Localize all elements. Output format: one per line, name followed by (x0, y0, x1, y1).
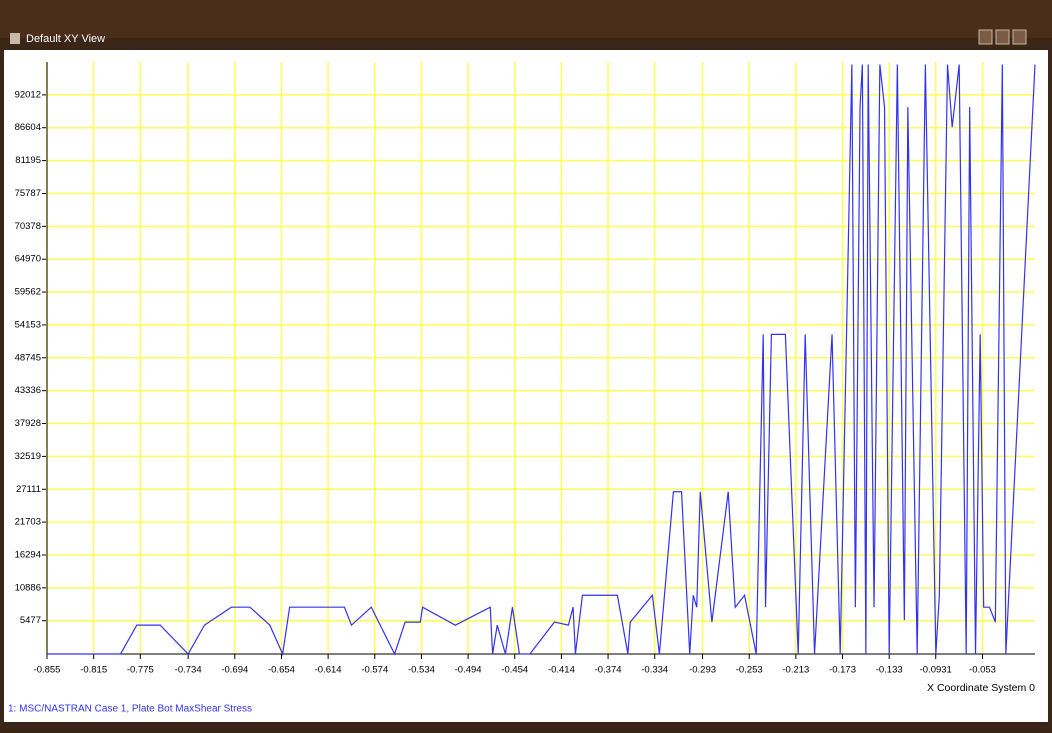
x-tick-label: -0.133 (876, 665, 903, 676)
maximize-button[interactable] (995, 29, 1010, 45)
y-tick-label: 54153 (15, 319, 41, 330)
window-title: Default XY View (26, 33, 105, 45)
x-axis-label: X Coordinate System 0 (927, 682, 1035, 694)
data-line (47, 64, 1036, 657)
x-tick-label: -0.253 (736, 665, 763, 676)
x-tick-label: -0.614 (315, 665, 342, 676)
y-tick-label: 48745 (15, 352, 41, 363)
y-tick-label: 43336 (15, 385, 41, 396)
y-tick-label: 5477 (20, 615, 41, 626)
x-tick-label: -0.213 (782, 665, 809, 676)
y-tick-label: 59562 (15, 287, 41, 298)
legend-entry: 1: MSC/NASTRAN Case 1, Plate Bot MaxShea… (8, 704, 252, 715)
y-tick-label: 70378 (15, 221, 41, 232)
y-tick-label: 64970 (15, 254, 41, 265)
close-button[interactable] (1012, 29, 1027, 45)
x-tick-label: -0.775 (127, 665, 154, 676)
x-tick-label: -0.574 (361, 665, 388, 676)
plot: 5477 10886 16294 21703 27111 32519 37928 43336 4… (8, 62, 1036, 715)
window-icon (10, 33, 20, 44)
y-tick-label: 92012 (15, 89, 41, 100)
y-tick-label: 10886 (15, 582, 41, 593)
x-tick-label: -0.694 (221, 665, 248, 676)
y-tick-label: 32519 (15, 451, 41, 462)
x-tick-label: -0.053 (969, 665, 996, 676)
view-area (4, 50, 1048, 722)
y-tick-label: 81195 (15, 155, 41, 166)
x-tick-label: -0.293 (689, 665, 716, 676)
x-tick-label: -0.454 (501, 665, 528, 676)
y-tick-label: 37928 (15, 418, 41, 429)
y-tick-label: 86604 (15, 122, 41, 133)
y-tick-label: 27111 (16, 484, 41, 495)
x-tick-label: -0.334 (641, 665, 668, 676)
x-tick-label: -0.815 (80, 665, 107, 676)
x-tick-label: -0.534 (408, 665, 435, 676)
title-bar[interactable] (0, 0, 1052, 38)
x-tick-label: -0.0931 (920, 665, 952, 676)
x-tick-label: -0.494 (455, 665, 482, 676)
x-tick-label: -0.173 (829, 665, 856, 676)
y-tick-label: 75787 (15, 188, 41, 199)
minimize-button[interactable] (978, 29, 993, 45)
x-tick-label: -0.414 (548, 665, 575, 676)
x-tick-label: -0.374 (595, 665, 622, 676)
x-tick-label: -0.654 (268, 665, 295, 676)
y-tick-label: 21703 (15, 517, 41, 528)
x-tick-label: -0.855 (34, 665, 61, 676)
x-tick-label: -0.734 (175, 665, 202, 676)
y-tick-label: 16294 (15, 550, 41, 561)
